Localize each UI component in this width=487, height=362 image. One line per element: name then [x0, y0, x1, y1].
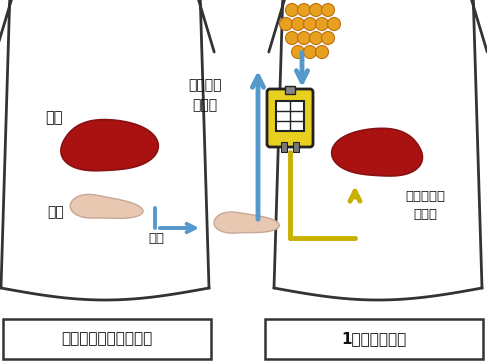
Circle shape: [303, 17, 317, 30]
Circle shape: [298, 31, 311, 45]
FancyBboxPatch shape: [267, 89, 313, 147]
Text: 膵臓: 膵臓: [47, 205, 64, 219]
Circle shape: [292, 17, 304, 30]
Polygon shape: [332, 129, 422, 176]
Text: 膵島のみ
を分離: 膵島のみ を分離: [188, 78, 222, 112]
Bar: [293, 142, 299, 152]
Circle shape: [316, 46, 329, 59]
Circle shape: [298, 4, 311, 17]
Text: 肝臓: 肝臓: [45, 110, 62, 126]
Bar: [281, 142, 287, 152]
Bar: [285, 86, 295, 94]
Text: 1型糖尿病患者: 1型糖尿病患者: [341, 332, 407, 346]
Circle shape: [310, 4, 322, 17]
Circle shape: [280, 17, 293, 30]
Circle shape: [321, 4, 335, 17]
Bar: [265, 319, 483, 359]
Circle shape: [285, 4, 299, 17]
Circle shape: [327, 17, 340, 30]
Text: ドナー（臓器提供者）: ドナー（臓器提供者）: [61, 332, 152, 346]
Bar: [3, 319, 211, 359]
Polygon shape: [70, 194, 143, 218]
Circle shape: [321, 31, 335, 45]
Polygon shape: [61, 119, 158, 171]
Text: 摘出: 摘出: [148, 232, 164, 244]
Text: 点滴で肝臓
に注入: 点滴で肝臓 に注入: [405, 189, 445, 220]
Circle shape: [310, 31, 322, 45]
Circle shape: [285, 31, 299, 45]
Bar: [276, 101, 304, 131]
Polygon shape: [214, 212, 280, 233]
Circle shape: [316, 17, 329, 30]
Circle shape: [292, 46, 304, 59]
Circle shape: [303, 46, 317, 59]
